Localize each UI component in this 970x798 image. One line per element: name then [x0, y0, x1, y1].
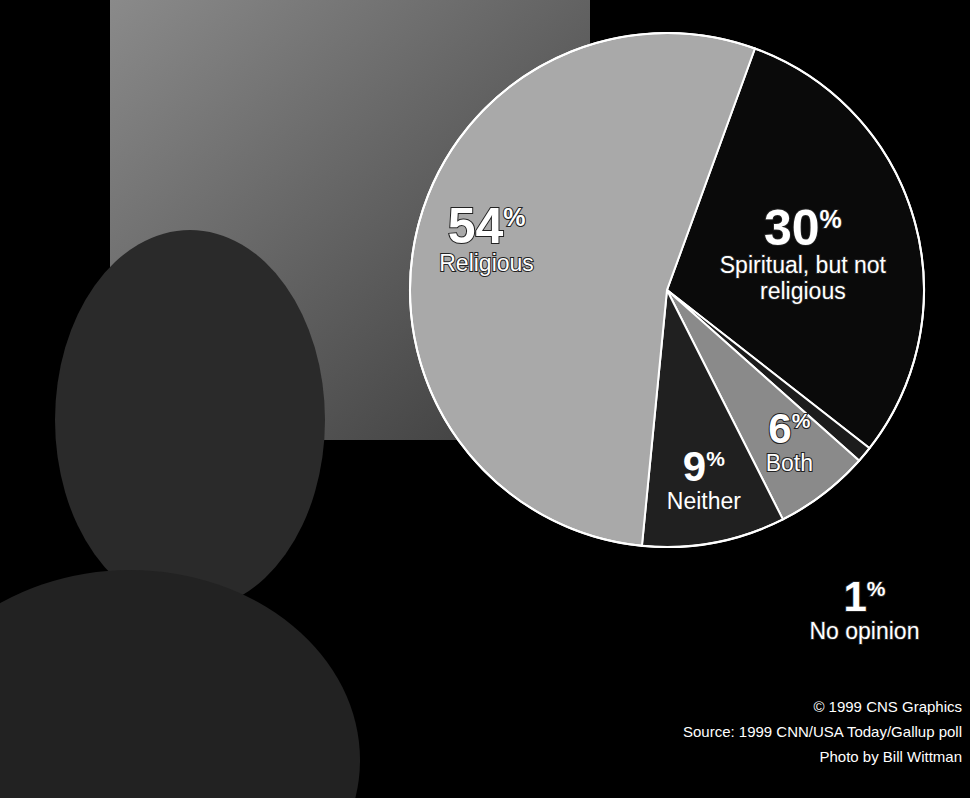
annotation: Photo by Bill Wittman — [819, 748, 962, 765]
pie-slice — [410, 33, 755, 546]
chart: 30%Spiritual, but notreligious 1%No opini… — [0, 0, 970, 798]
pie-outline — [410, 33, 924, 547]
value-label: 6% — [768, 405, 810, 452]
category-label: Spiritual, but notreligious — [720, 252, 887, 304]
category-label: Neither — [667, 488, 741, 514]
photo-figure — [0, 570, 360, 798]
category-label: No opinion — [809, 618, 919, 644]
value-label: 30% — [764, 200, 842, 256]
labels: 30%Spiritual, but notreligious 1%No opini… — [439, 198, 962, 765]
annotation: © 1999 CNS Graphics — [813, 698, 962, 715]
value-label: 1% — [843, 573, 885, 620]
category-label: Both — [766, 450, 813, 476]
value-label: 54% — [448, 198, 526, 254]
value-label: 9% — [683, 443, 725, 490]
pie — [410, 33, 924, 547]
category-label: Religious — [439, 250, 534, 276]
annotation: Source: 1999 CNN/USA Today/Gallup poll — [683, 723, 962, 740]
photo-figure — [55, 230, 325, 610]
